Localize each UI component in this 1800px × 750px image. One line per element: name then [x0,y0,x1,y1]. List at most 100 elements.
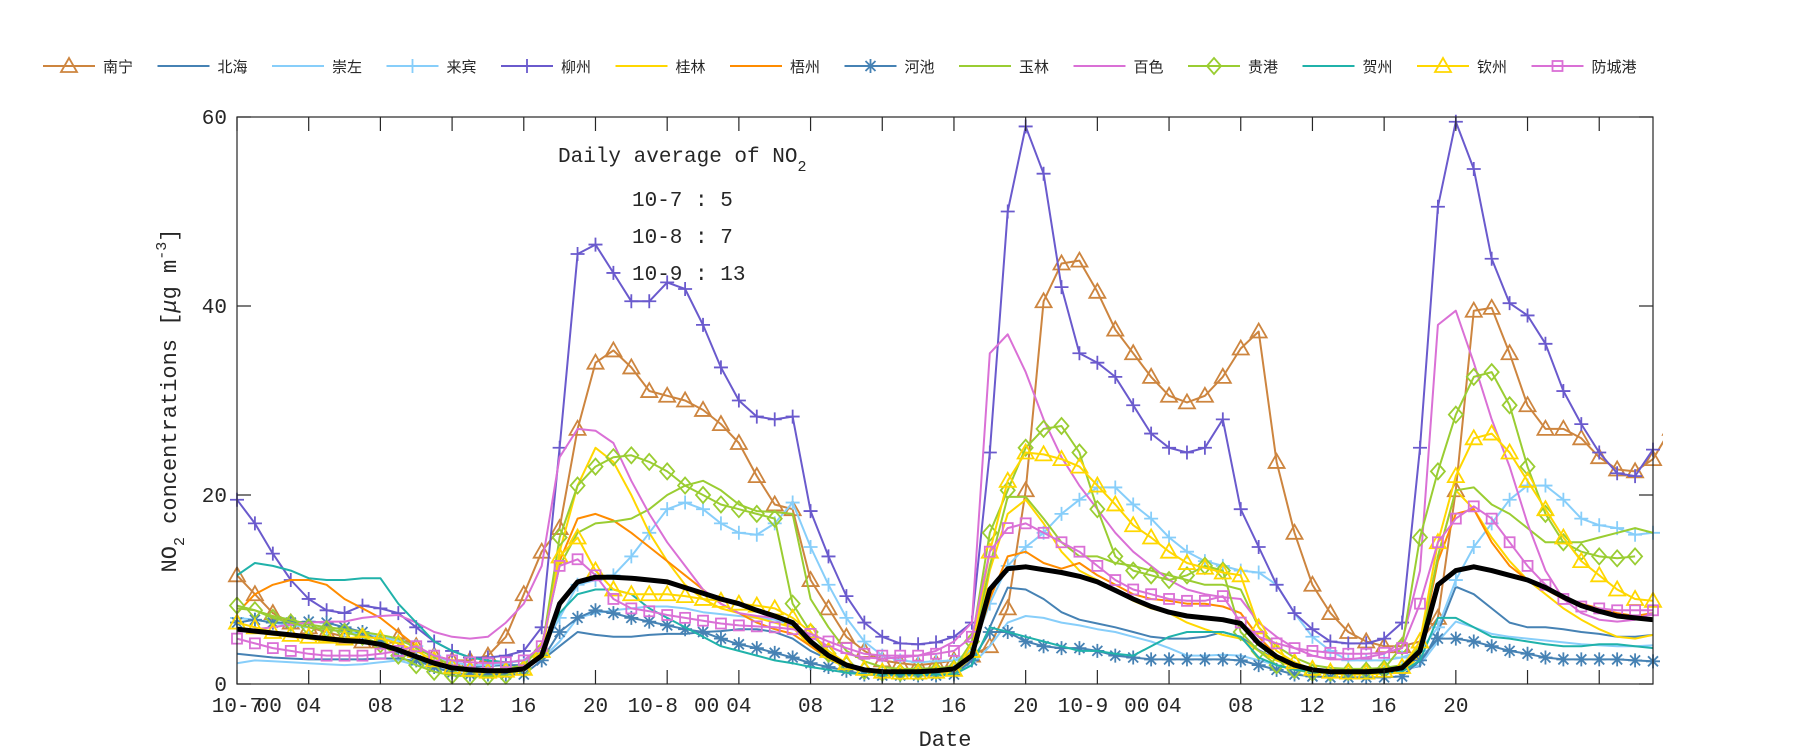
data-point [912,649,925,662]
series-南宁 [227,250,1697,672]
data-point [1036,166,1051,181]
data-point [713,360,728,375]
legend-label: 崇左 [332,58,362,76]
data-point [1251,565,1266,580]
data-point [570,247,585,262]
data-point [731,525,746,540]
data-point [1503,536,1516,549]
series-line [236,564,1654,675]
data-point [1538,650,1553,665]
data-point [1269,662,1284,677]
data-point [1159,541,1179,559]
data-point [729,433,749,450]
legend-item: 钦州 [1417,56,1507,76]
data-point [929,654,944,669]
data-point [696,625,711,640]
annotation-line-10-9: 10-9 : 13 [632,264,745,287]
data-point [1464,300,1484,318]
data-point [1126,497,1141,512]
data-point [1017,438,1034,458]
data-point [660,618,675,633]
series-line [236,120,1654,659]
data-point [696,317,711,332]
data-point [749,409,764,424]
data-point [731,393,746,408]
data-point [1072,492,1087,507]
data-point [1571,551,1591,569]
data-point [980,636,1000,654]
axis-ticks [236,116,1653,685]
data-point [803,539,818,554]
data-point [1429,462,1447,481]
data-point [1395,669,1410,684]
x-tick-label: 04 [296,696,321,719]
data-point [1144,426,1159,441]
data-point [1177,553,1197,570]
data-point [713,631,728,646]
data-point [245,584,265,602]
x-tick-label: 08 [798,696,823,719]
data-point [1145,588,1158,601]
data-point [1449,512,1462,525]
data-point [1141,367,1161,384]
data-point [857,634,872,649]
x-tick-label: 12 [439,696,464,719]
data-point [980,541,1000,559]
legend-label: 柳州 [561,58,591,76]
x-tick-label: 08 [1228,696,1253,719]
data-point [585,352,606,370]
data-point [1378,646,1391,659]
data-point [410,640,423,653]
data-point [1592,652,1607,667]
data-point [641,452,658,472]
data-point [1555,532,1572,552]
data-point [1071,443,1088,462]
data-point [1520,646,1535,661]
series-柳州 [230,114,1660,665]
data-point [785,409,800,424]
legend-item: 玉林 [959,58,1049,76]
data-point [1179,652,1194,667]
data-point [948,645,960,657]
data-point [1159,385,1179,403]
data-point [1537,504,1554,524]
data-point [658,462,676,481]
legend-item: 桂林 [615,58,706,76]
data-point [747,466,767,484]
y-label-main: NO [158,546,183,572]
data-point [998,471,1018,488]
data-point [785,650,800,665]
data-point [337,606,352,621]
data-point [676,476,694,495]
data-point [551,528,568,547]
data-point [1681,388,1697,402]
data-point [1628,653,1643,668]
data-point [571,553,584,566]
data-point [621,584,641,602]
data-point [498,648,513,663]
data-point [1177,392,1197,410]
data-point [606,606,621,621]
data-point [1466,634,1481,649]
data-point [1430,631,1445,646]
data-point [749,641,764,656]
data-point [1535,419,1556,436]
legend-label: 南宁 [103,58,133,76]
y-label-close: ] [158,229,183,242]
data-point [1302,574,1322,592]
data-point [675,390,695,408]
data-point [391,606,406,621]
data-point [1448,573,1463,588]
series-line [236,259,1663,667]
data-point [678,495,693,510]
x-tick-label: 10-9 [1058,696,1108,719]
data-point [607,593,620,605]
data-point [642,614,657,629]
data-point [1553,419,1573,436]
data-point [1181,594,1193,607]
data-point [1216,590,1229,603]
data-point [821,549,836,564]
data-point [696,502,711,517]
data-point [643,605,656,618]
